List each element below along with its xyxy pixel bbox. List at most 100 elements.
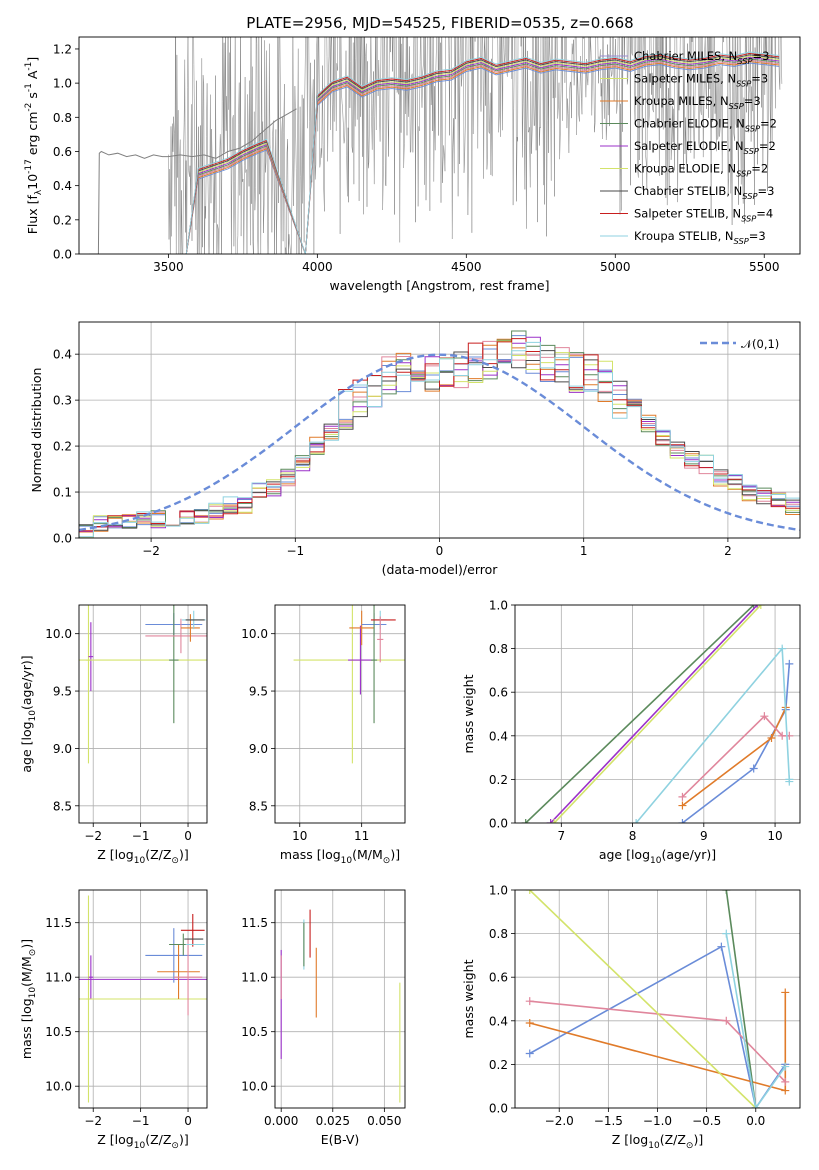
x-tick-label: 0.025	[316, 1114, 350, 1128]
x-axis-label: wavelength [Angstrom, rest frame]	[329, 278, 549, 293]
y-tick-label: 10.5	[241, 1025, 268, 1039]
y-axis-label: Flux [fλ10-17 erg cm-2 s-1 A-1]	[24, 57, 44, 235]
weight-line-5	[529, 890, 757, 1108]
y-tick-label: 8.5	[249, 799, 268, 813]
axes-frame	[514, 889, 801, 1109]
hist-series-7	[79, 338, 800, 532]
legend-label: Kroupa MILES, NSSP=3	[634, 94, 761, 111]
y-tick-label: 0.2	[53, 213, 72, 227]
plot-age_vs_mass: 10 11 8.5 9.0 9.5 10.0 mass [log10(M/M⊙)]	[241, 604, 406, 866]
weight-marker	[722, 890, 731, 894]
weight-marker	[767, 733, 776, 742]
y-tick-label: 10.0	[45, 1080, 72, 1094]
hist-series-8	[79, 341, 800, 538]
y-tick-label: 1.2	[53, 42, 72, 56]
weight-line-2	[681, 715, 790, 798]
x-tick-label: −1.0	[643, 1114, 672, 1128]
weight-marker	[717, 942, 726, 951]
y-tick-label: 0.4	[489, 1014, 508, 1028]
hist-series-3	[79, 330, 800, 528]
weight-marker	[678, 792, 687, 801]
y-tick-label: 10.5	[45, 1025, 72, 1039]
legend-label: Chabrier MILES, NSSP=3	[634, 49, 769, 66]
hist-series-6	[79, 350, 800, 531]
y-tick-label: 9.0	[53, 742, 72, 756]
x-tick-label: −2	[142, 544, 160, 558]
y-tick-label: 0.6	[489, 971, 508, 985]
legend-label: Kroupa ELODIE, NSSP=2	[634, 162, 768, 179]
y-tick-label: 0.4	[53, 179, 72, 193]
x-tick-label: 9	[700, 829, 708, 843]
x-tick-label: 1	[580, 544, 588, 558]
y-tick-label: 1.0	[53, 77, 72, 91]
y-tick-label: 11.5	[241, 916, 268, 930]
x-tick-label: 5000	[600, 260, 631, 274]
hist-series-2	[79, 340, 800, 538]
x-tick-label: 10	[292, 829, 307, 843]
plot-area	[293, 605, 405, 764]
hist-series-5	[79, 340, 800, 538]
weight-line-4	[550, 605, 758, 823]
figure-title: PLATE=2956, MJD=54525, FIBERID=0535, z=0…	[246, 14, 633, 32]
y-tick-label: 1.0	[489, 599, 508, 613]
x-tick-label: −1	[132, 829, 150, 843]
x-tick-label: 0	[184, 829, 192, 843]
plot-area	[525, 890, 790, 1108]
x-axis-label: (data-model)/error	[382, 562, 499, 577]
x-tick-label: 3500	[153, 260, 184, 274]
weight-marker	[521, 819, 530, 823]
y-tick-label: 0.8	[489, 642, 508, 656]
x-tick-label: −1	[286, 544, 304, 558]
y-tick-label: 0.6	[489, 686, 508, 700]
weight-marker	[678, 801, 687, 810]
plot-area	[79, 605, 207, 764]
x-tick-label: 5500	[749, 260, 780, 274]
weight-marker	[525, 1018, 534, 1027]
weight-marker	[781, 1077, 790, 1086]
legend-label: 𝒩(0,1)	[741, 337, 779, 351]
x-tick-label: 2	[724, 544, 732, 558]
plot-residuals: −2 −1 0 1 2 0.0 0.1 0.2 0.3 0.4 (data-model)/error…	[29, 321, 801, 577]
weight-marker	[722, 1016, 731, 1025]
weight-marker	[781, 1062, 790, 1071]
y-tick-label: 0.8	[53, 111, 72, 125]
y-tick-label: 0.3	[53, 394, 72, 408]
x-tick-label: −2.0	[545, 1114, 574, 1128]
legend-label: Chabrier ELODIE, NSSP=2	[634, 117, 777, 134]
y-tick-label: 0.0	[53, 532, 72, 546]
weight-marker	[546, 819, 555, 823]
legend-label: Chabrier STELIB, NSSP=3	[634, 184, 774, 201]
legend-label: Salpeter MILES, NSSP=3	[634, 72, 768, 89]
weight-marker	[778, 644, 787, 653]
x-tick-label: 10	[767, 829, 782, 843]
y-tick-label: 0.4	[489, 729, 508, 743]
weight-marker	[785, 659, 794, 668]
weight-marker	[756, 605, 765, 609]
x-tick-label: 4500	[451, 260, 482, 274]
y-tick-label: 0.6	[53, 145, 72, 159]
hist-series-1	[79, 338, 800, 533]
plot-area	[79, 895, 207, 1103]
weight-marker	[781, 1086, 790, 1095]
y-tick-label: 0.2	[489, 773, 508, 787]
gaussian-curve	[79, 353, 800, 532]
y-tick-label: 1.0	[489, 884, 508, 898]
y-tick-label: 11.0	[241, 971, 268, 985]
axes-frame	[78, 321, 801, 539]
plot-area	[521, 605, 794, 823]
weight-line-3	[725, 890, 757, 1108]
hist-series-0	[79, 335, 800, 529]
x-tick-label: 11	[354, 829, 369, 843]
x-tick-label: 7	[557, 829, 565, 843]
y-tick-label: 9.5	[53, 685, 72, 699]
plot-area	[280, 909, 401, 1103]
y-tick-label: 8.5	[53, 799, 72, 813]
weight-marker	[525, 997, 534, 1006]
weight-marker	[632, 819, 641, 823]
model-spectrum-8	[185, 51, 780, 254]
weight-line-5	[553, 605, 762, 823]
x-tick-label: −2	[84, 1114, 102, 1128]
plot-area	[79, 330, 800, 538]
weight-marker	[550, 819, 559, 823]
x-axis-label: Z [log10(Z/Z⊙)]	[612, 1132, 703, 1151]
